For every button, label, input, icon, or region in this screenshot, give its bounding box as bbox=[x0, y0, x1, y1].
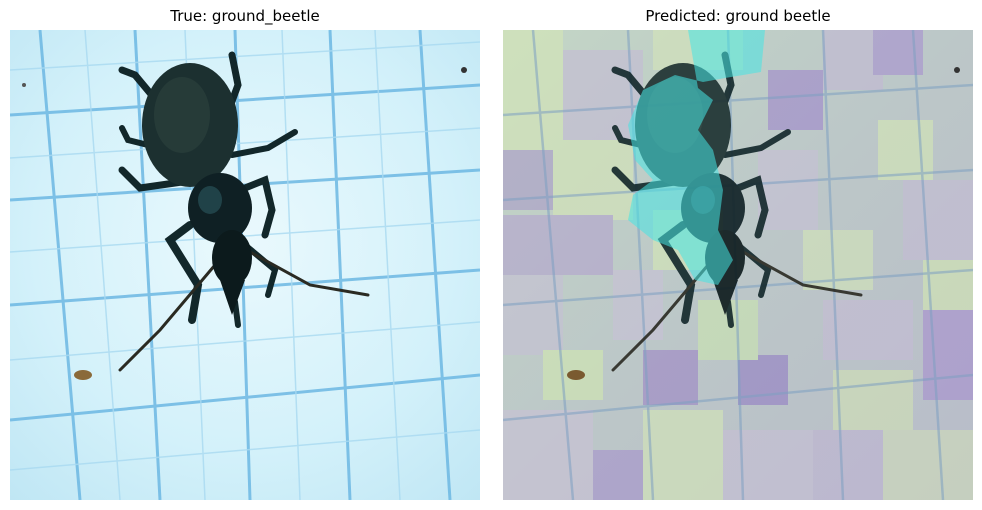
cyan-highlight-region bbox=[628, 30, 765, 285]
prediction-explanation-image bbox=[503, 30, 973, 500]
right-panel-title: Predicted: ground beetle bbox=[645, 7, 831, 25]
left-panel-title: True: ground_beetle bbox=[170, 7, 320, 25]
true-label-image bbox=[10, 30, 480, 500]
